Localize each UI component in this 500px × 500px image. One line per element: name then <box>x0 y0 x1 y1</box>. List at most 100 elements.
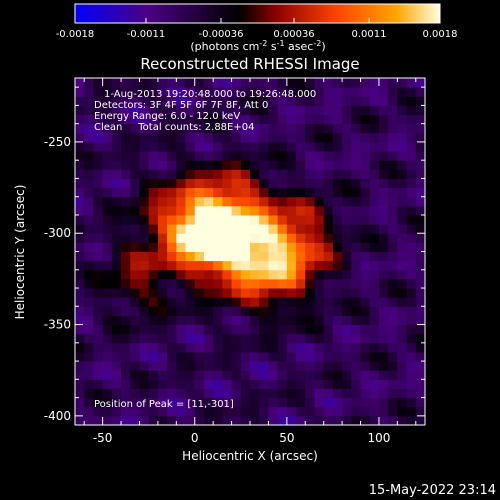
heatmap-cell <box>240 251 251 262</box>
heatmap-cell <box>231 178 242 189</box>
heatmap-cell <box>84 306 94 316</box>
heatmap-cell <box>369 78 380 88</box>
heatmap-cell <box>203 306 214 316</box>
heatmap-cell <box>240 123 251 134</box>
heatmap-cell <box>102 242 113 252</box>
heatmap-cell <box>360 141 371 152</box>
heatmap-cell <box>369 260 380 271</box>
heatmap-cell <box>240 105 251 116</box>
heatmap-cell <box>148 379 159 389</box>
heatmap-cell <box>176 151 187 161</box>
heatmap-cell <box>406 87 417 97</box>
heatmap-cell <box>231 123 242 134</box>
heatmap-cell <box>75 370 85 380</box>
heatmap-cell <box>277 114 288 125</box>
heatmap-cell <box>240 233 251 243</box>
heatmap-cell <box>222 415 233 425</box>
heatmap-cell <box>157 269 168 280</box>
heatmap-cell <box>111 415 122 425</box>
heatmap-cell <box>121 333 131 344</box>
heatmap-cell <box>222 87 233 97</box>
heatmap-cell <box>84 214 94 225</box>
heatmap-cell <box>388 379 398 389</box>
heatmap-cell <box>369 114 380 125</box>
heatmap-cell <box>314 196 325 207</box>
chart-title: Reconstructed RHESSI Image <box>140 55 359 73</box>
heatmap-cell <box>305 415 315 425</box>
heatmap-cell <box>250 333 260 344</box>
heatmap-cell <box>194 132 205 143</box>
heatmap-cell <box>342 297 352 307</box>
heatmap-cell <box>388 196 398 207</box>
heatmap-cell <box>84 205 94 216</box>
heatmap-cell <box>342 306 352 316</box>
heatmap-cell <box>121 178 131 189</box>
heatmap-cell <box>231 87 242 97</box>
heatmap-cell <box>397 178 408 189</box>
heatmap-cell <box>259 141 269 152</box>
heatmap-cell <box>314 388 325 399</box>
heatmap-cell <box>314 397 325 408</box>
heatmap-cell <box>130 233 140 243</box>
heatmap-cell <box>360 260 371 271</box>
heatmap-cell <box>415 96 425 106</box>
heatmap-cell <box>369 251 380 262</box>
heatmap-cell <box>231 379 242 389</box>
heatmap-cell <box>167 242 177 252</box>
heatmap-cell <box>185 169 196 179</box>
heatmap-cell <box>342 278 352 289</box>
heatmap-cell <box>342 169 352 179</box>
heatmap-cell <box>194 361 205 371</box>
heatmap-cell <box>157 141 168 152</box>
heatmap-cell <box>305 269 315 280</box>
heatmap-cell <box>102 397 113 408</box>
heatmap-cell <box>332 242 343 252</box>
heatmap-cell <box>213 178 223 189</box>
heatmap-cell <box>268 251 279 262</box>
heatmap-cell <box>360 288 371 298</box>
heatmap-cell <box>185 406 196 417</box>
heatmap-cell <box>139 251 150 262</box>
heatmap-cell <box>148 205 159 216</box>
heatmap-cell <box>378 406 389 417</box>
heatmap-cell <box>185 224 196 234</box>
heatmap-cell <box>240 260 251 271</box>
heatmap-cell <box>240 187 251 198</box>
heatmap-cell <box>369 233 380 243</box>
heatmap-cell <box>323 242 334 252</box>
heatmap-cell <box>111 160 122 170</box>
heatmap-cell <box>250 78 260 88</box>
heatmap-cell <box>194 242 205 252</box>
heatmap-cell <box>185 370 196 380</box>
heatmap-cell <box>296 196 306 207</box>
heatmap-cell <box>388 315 398 326</box>
heatmap-cell <box>314 306 325 316</box>
heatmap-cell <box>148 278 159 289</box>
heatmap-cell <box>130 196 140 207</box>
heatmap-cell <box>378 132 389 143</box>
heatmap-cell <box>121 114 131 125</box>
heatmap-cell <box>121 342 131 353</box>
heatmap-cell <box>314 187 325 198</box>
heatmap-cell <box>231 114 242 125</box>
heatmap-cell <box>167 123 177 134</box>
heatmap-cell <box>397 361 408 371</box>
heatmap-cell <box>102 196 113 207</box>
heatmap-cell <box>378 351 389 362</box>
heatmap-cell <box>240 370 251 380</box>
heatmap-cell <box>213 379 223 389</box>
heatmap-cell <box>231 160 242 170</box>
heatmap-cell <box>296 160 306 170</box>
heatmap-cell <box>323 333 334 344</box>
heatmap-cell <box>406 297 417 307</box>
heatmap-cell <box>93 333 104 344</box>
heatmap-cell <box>111 342 122 353</box>
heatmap-cell <box>139 87 150 97</box>
heatmap-cell <box>296 351 306 362</box>
y-tick-label: -250 <box>44 135 71 149</box>
heatmap-cell <box>222 233 233 243</box>
heatmap-cell <box>203 196 214 207</box>
heatmap-cell <box>222 205 233 216</box>
heatmap-cell <box>130 114 140 125</box>
heatmap-cell <box>286 214 297 225</box>
